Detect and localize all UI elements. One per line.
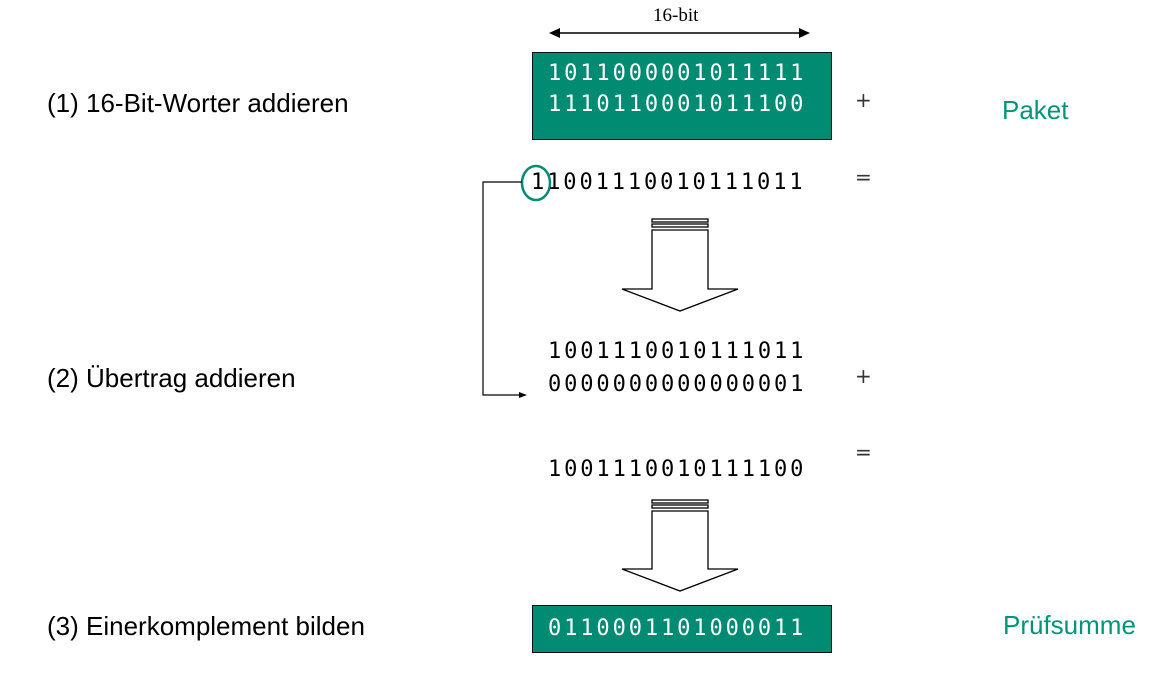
down-arrow-1 [621,218,739,312]
carry-circle [520,164,552,202]
checksum-label: Prüfsumme [1003,610,1136,640]
carry-feedback-arrowhead [519,392,527,398]
equals-operator-1: = [855,165,872,189]
sum-bits: 1001110010111011 [547,170,806,195]
step-3-label: (3) Einerkomplement bilden [47,611,365,641]
bit-width-arrow [549,28,810,38]
sum-with-carry: 11001110010111011 [531,170,805,195]
plus-operator-2: + [855,364,872,388]
down-arrow-2 [621,499,739,592]
packet-word-2: 1110110001011100 [548,92,807,117]
final-sum: 1001110010111100 [548,457,807,482]
equals-operator-2: = [855,440,872,464]
carry-addition-carry: 0000000000000001 [548,372,807,397]
packet-box: 1011000001011111 1110110001011100 [532,52,832,140]
plus-operator-1: + [855,88,872,112]
bit-width-label: 16-bit [653,5,699,26]
packet-word-1: 1011000001011111 [548,61,807,86]
packet-label: Paket [1002,95,1069,125]
carry-bit: 1 [531,170,548,195]
carry-feedback-line [482,181,522,396]
checksum-box: 0110001101000011 [532,605,832,653]
step-2-label: (2) Übertrag addieren [47,363,296,393]
checksum-value: 0110001101000011 [548,616,807,641]
carry-addition-word: 1001110010111011 [548,339,807,364]
step-1-label: (1) 16-Bit-Worter addieren [47,88,349,118]
